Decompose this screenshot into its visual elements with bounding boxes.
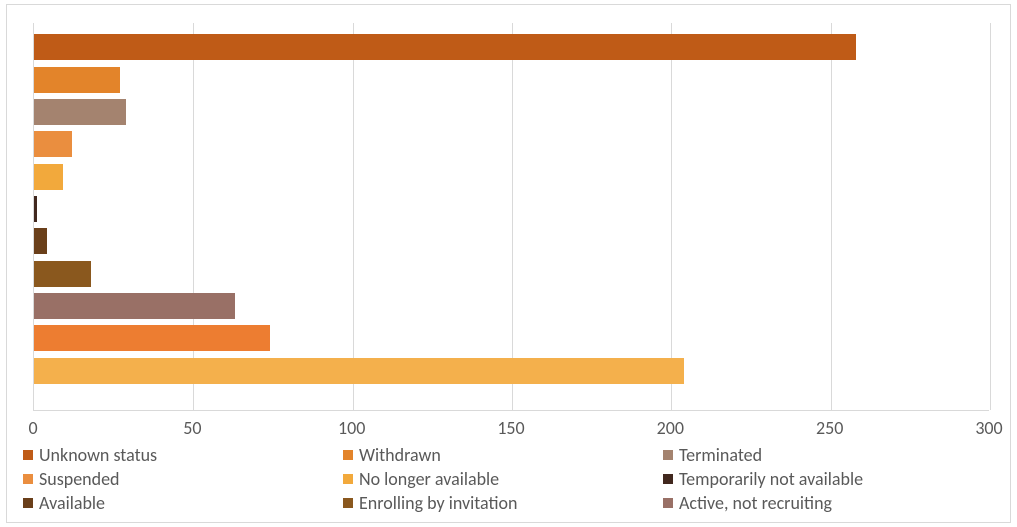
- bar: [34, 99, 126, 125]
- legend-label: Enrolling by invitation: [359, 492, 518, 514]
- x-tick-label: 300: [975, 417, 1002, 439]
- x-tick-label: 150: [497, 417, 524, 439]
- bar: [34, 34, 856, 60]
- legend-item: Terminated: [663, 443, 983, 467]
- gridline: [671, 23, 672, 410]
- legend-label: Active, not recruiting: [679, 492, 832, 514]
- bar: [34, 196, 37, 222]
- x-tick-label: 250: [816, 417, 843, 439]
- legend-swatch: [663, 474, 673, 484]
- gridline: [831, 23, 832, 410]
- legend-swatch: [343, 450, 353, 460]
- legend-item: Available: [23, 491, 343, 515]
- legend-swatch: [343, 474, 353, 484]
- bar: [34, 131, 72, 157]
- legend-swatch: [663, 450, 673, 460]
- legend-label: Withdrawn: [359, 444, 441, 466]
- bar: [34, 67, 120, 93]
- legend-label: Terminated: [679, 444, 762, 466]
- legend-swatch: [663, 498, 673, 508]
- legend-label: Temporarily not available: [679, 468, 863, 490]
- legend-item: Suspended: [23, 467, 343, 491]
- legend-label: Suspended: [39, 468, 120, 490]
- gridline: [353, 23, 354, 410]
- legend-swatch: [23, 498, 33, 508]
- bar: [34, 164, 63, 190]
- legend-item: Active, not recruiting: [663, 491, 983, 515]
- legend-label: Available: [39, 492, 105, 514]
- bar: [34, 358, 684, 384]
- bar: [34, 293, 235, 319]
- x-tick-label: 100: [338, 417, 365, 439]
- legend-swatch: [23, 474, 33, 484]
- legend-item: Unknown status: [23, 443, 343, 467]
- legend-item: Withdrawn: [343, 443, 663, 467]
- x-tick-label: 50: [183, 417, 201, 439]
- legend-item: Enrolling by invitation: [343, 491, 663, 515]
- gridline: [990, 23, 991, 410]
- legend-label: Unknown status: [39, 444, 157, 466]
- x-tick-label: 0: [28, 417, 37, 439]
- bar: [34, 325, 270, 351]
- legend-swatch: [343, 498, 353, 508]
- bar: [34, 228, 47, 254]
- legend-item: Temporarily not available: [663, 467, 983, 491]
- gridline: [193, 23, 194, 410]
- legend-label: No longer available: [359, 468, 499, 490]
- legend-swatch: [23, 450, 33, 460]
- chart-frame: Unknown status Withdrawn Terminated Suspend…: [6, 4, 1011, 523]
- bar: [34, 261, 91, 287]
- legend-item: No longer available: [343, 467, 663, 491]
- gridline: [512, 23, 513, 410]
- plot-area: [33, 23, 989, 411]
- legend: Unknown status Withdrawn Terminated Suspend…: [23, 443, 999, 517]
- x-tick-label: 200: [657, 417, 684, 439]
